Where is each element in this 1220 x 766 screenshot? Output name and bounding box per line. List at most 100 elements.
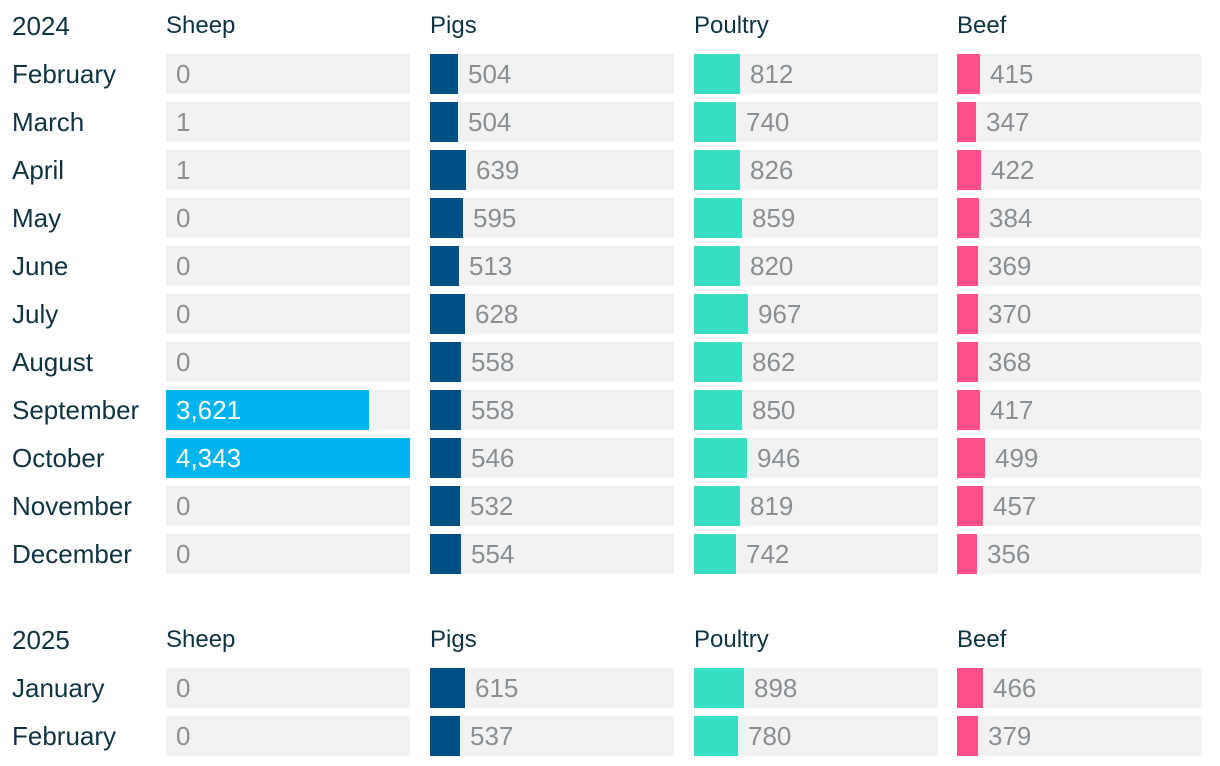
bar-beef — [957, 716, 978, 756]
bar-cell-poultry: 946 — [694, 438, 938, 478]
bar-cell-poultry: 826 — [694, 150, 938, 190]
bar-cell-poultry: 850 — [694, 390, 938, 430]
month-label: January — [12, 673, 105, 703]
month-label: February — [12, 59, 117, 89]
bar-cell-pigs: 558 — [430, 342, 674, 382]
bar-cell-beef: 457 — [957, 486, 1201, 526]
bar-pigs — [430, 198, 463, 238]
bar-cell-pigs: 595 — [430, 198, 674, 238]
bar-cell-poultry: 740 — [694, 102, 938, 142]
column-header-pigs: Pigs — [430, 626, 477, 653]
data-label-pigs: 546 — [471, 443, 515, 473]
bar-cell-pigs: 537 — [430, 716, 674, 756]
bar-cell-beef: 384 — [957, 198, 1201, 238]
bar-pigs — [430, 716, 460, 756]
data-label-beef: 356 — [987, 539, 1031, 569]
data-label-poultry: 826 — [750, 155, 794, 185]
data-label-sheep: 0 — [176, 539, 191, 569]
bar-pigs — [430, 150, 466, 190]
bar-cell-poultry: 780 — [694, 716, 938, 756]
bar-poultry — [694, 534, 736, 574]
month-label: December — [12, 539, 132, 569]
bar-cell-sheep: 4,343 — [166, 438, 410, 478]
bar-poultry — [694, 150, 740, 190]
month-label: November — [12, 491, 132, 521]
bar-beef — [957, 246, 978, 286]
table-row: December 0 554 742 356 — [0, 534, 1220, 574]
bar-pigs — [430, 534, 461, 574]
bar-pigs — [430, 486, 460, 526]
data-label-sheep: 0 — [176, 203, 191, 233]
data-label-sheep: 0 — [176, 347, 191, 377]
data-label-pigs: 628 — [475, 299, 519, 329]
bar-cell-poultry: 967 — [694, 294, 938, 334]
data-label-sheep: 3,621 — [176, 395, 242, 425]
bar-cell-pigs: 504 — [430, 54, 674, 94]
month-label: October — [12, 443, 105, 473]
bar-cell-beef: 417 — [957, 390, 1201, 430]
bar-cell-poultry: 859 — [694, 198, 938, 238]
data-label-sheep: 0 — [176, 491, 191, 521]
month-label: April — [12, 155, 65, 185]
data-label-poultry: 740 — [746, 107, 790, 137]
bar-beef — [957, 54, 980, 94]
bar-cell-pigs: 639 — [430, 150, 674, 190]
bar-pigs — [430, 102, 458, 142]
bar-cell-pigs: 554 — [430, 534, 674, 574]
table-row: March 1 504 740 347 — [0, 102, 1220, 142]
data-label-beef: 457 — [993, 491, 1037, 521]
data-label-poultry: 819 — [750, 491, 794, 521]
data-label-beef: 369 — [988, 251, 1032, 281]
data-label-poultry: 862 — [752, 347, 796, 377]
bar-cell-sheep: 0 — [166, 246, 410, 286]
data-label-pigs: 537 — [470, 721, 514, 751]
table-row: April 1 639 826 422 — [0, 150, 1220, 190]
bar-cell-sheep: 0 — [166, 716, 410, 756]
bar-beef — [957, 668, 983, 708]
data-label-pigs: 595 — [473, 203, 517, 233]
bar-cell-sheep: 3,621 — [166, 390, 410, 430]
bar-cell-sheep: 0 — [166, 534, 410, 574]
data-label-poultry: 898 — [754, 673, 798, 703]
column-header-pigs: Pigs — [430, 12, 477, 39]
bar-poultry — [694, 246, 740, 286]
data-label-poultry: 780 — [748, 721, 792, 751]
data-label-sheep: 1 — [176, 155, 191, 185]
data-label-poultry: 742 — [746, 539, 790, 569]
bar-cell-beef: 422 — [957, 150, 1201, 190]
bar-cell-beef: 466 — [957, 668, 1201, 708]
bar-cell-sheep: 0 — [166, 54, 410, 94]
bar-cell-beef: 499 — [957, 438, 1201, 478]
bar-cell-poultry: 812 — [694, 54, 938, 94]
bar-cell-sheep: 1 — [166, 150, 410, 190]
table-row: January 0 615 898 466 — [0, 668, 1220, 708]
data-label-pigs: 558 — [471, 395, 515, 425]
month-label: June — [12, 251, 69, 281]
table-row: May 0 595 859 384 — [0, 198, 1220, 238]
bar-pigs — [430, 668, 465, 708]
month-label: August — [12, 347, 93, 377]
bar-cell-poultry: 819 — [694, 486, 938, 526]
data-label-sheep: 4,343 — [176, 443, 242, 473]
bar-pigs — [430, 246, 459, 286]
data-label-sheep: 0 — [176, 251, 191, 281]
bar-beef — [957, 390, 980, 430]
table-row: August 0 558 862 368 — [0, 342, 1220, 382]
data-label-poultry: 820 — [750, 251, 794, 281]
month-label: September — [12, 395, 140, 425]
bar-cell-poultry: 820 — [694, 246, 938, 286]
data-label-poultry: 967 — [758, 299, 802, 329]
data-label-poultry: 946 — [757, 443, 801, 473]
bar-beef — [957, 294, 978, 334]
year-label: 2024 — [12, 11, 70, 41]
data-label-beef: 499 — [995, 443, 1039, 473]
bar-beef — [957, 486, 983, 526]
bar-sheep — [166, 438, 410, 478]
data-label-beef: 384 — [989, 203, 1033, 233]
bar-cell-sheep: 0 — [166, 668, 410, 708]
bar-poultry — [694, 54, 740, 94]
bar-cell-sheep: 1 — [166, 102, 410, 142]
column-header-poultry: Poultry — [694, 626, 769, 653]
bar-cell-pigs: 532 — [430, 486, 674, 526]
bar-sheep — [166, 390, 369, 430]
